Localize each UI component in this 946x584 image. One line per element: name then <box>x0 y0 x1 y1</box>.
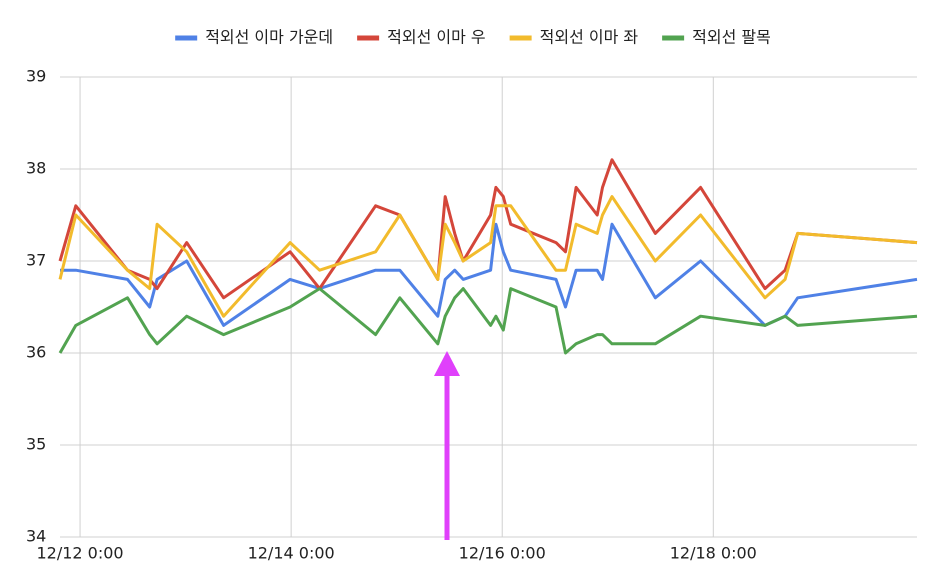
y-tick-label: 37 <box>26 251 46 270</box>
y-tick-label: 34 <box>26 527 46 546</box>
series-line <box>58 195 918 318</box>
arrow-head <box>434 351 460 376</box>
y-tick-label: 36 <box>26 343 46 362</box>
legend: 적외선 이마 가운데 적외선 이마 우 적외선 이마 좌 적외선 팔목 <box>175 28 771 47</box>
annotation-arrow <box>434 351 460 540</box>
y-tick-label: 38 <box>26 159 46 178</box>
x-tick-label: 12/14 0:00 <box>248 544 335 563</box>
y-tick-label: 39 <box>26 67 46 86</box>
legend-label: 적외선 이마 우 <box>387 28 486 47</box>
lines <box>58 158 918 355</box>
x-tick-label: 12/16 0:00 <box>459 544 546 563</box>
series-line <box>58 287 918 355</box>
x-tick-label: 12/12 0:00 <box>36 544 123 563</box>
legend-label: 적외선 팔목 <box>692 28 771 47</box>
legend-label: 적외선 이마 가운데 <box>205 28 333 47</box>
series-line <box>60 222 918 327</box>
series-line <box>58 158 918 300</box>
y-tick-label: 35 <box>26 435 46 454</box>
x-tick-label: 12/18 0:00 <box>670 544 757 563</box>
grid: 34 35 36 37 38 39 12/12 0:00 12/14 0:00 12/16 0:… <box>26 67 917 563</box>
legend-label: 적외선 이마 좌 <box>540 28 639 47</box>
